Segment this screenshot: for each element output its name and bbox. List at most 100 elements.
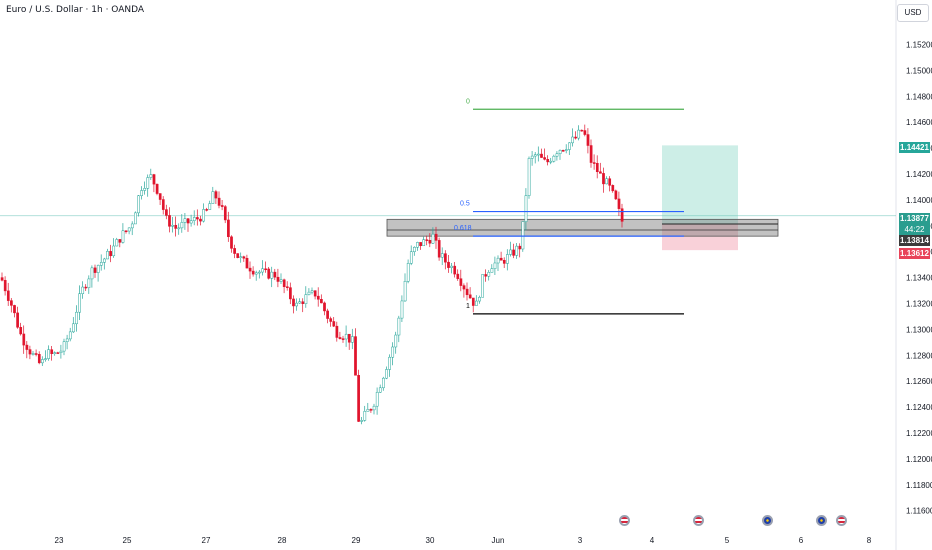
candle-body xyxy=(434,233,438,241)
candle-body xyxy=(186,218,190,224)
candle-body xyxy=(140,190,143,197)
candle-body xyxy=(577,129,581,139)
candle-body xyxy=(332,321,336,327)
fibonacci-retracement[interactable]: 0 0.5 0.618 1 xyxy=(454,98,684,315)
y-axis[interactable]: 1.152001.150001.148001.146001.144001.142… xyxy=(906,41,932,516)
candle-body xyxy=(530,155,534,159)
candle-body xyxy=(245,257,249,269)
x-tick-label: 3 xyxy=(578,536,583,545)
x-tick-label: 6 xyxy=(799,536,804,545)
candle-body xyxy=(189,220,193,224)
candle-body xyxy=(450,265,453,268)
candle-body xyxy=(99,262,103,266)
candle-body xyxy=(183,218,187,223)
candle-body xyxy=(419,242,422,247)
loss-zone[interactable] xyxy=(662,223,738,251)
candle-body xyxy=(459,278,463,286)
candle-body xyxy=(344,333,348,340)
candle-body xyxy=(313,290,317,297)
candle-body xyxy=(388,356,391,370)
candle-body xyxy=(16,312,19,328)
support-zone[interactable] xyxy=(386,218,779,237)
candle-body xyxy=(620,208,624,222)
candle-body xyxy=(549,160,553,163)
candle-body xyxy=(304,294,308,304)
candle-body xyxy=(72,323,75,333)
candle-body xyxy=(378,387,382,393)
eu-flag-icon[interactable] xyxy=(762,515,773,526)
candle-body xyxy=(487,272,491,277)
candle-body xyxy=(270,271,274,279)
candle-body xyxy=(409,251,413,264)
x-tick-label: 28 xyxy=(278,536,287,545)
candle-body xyxy=(561,150,565,152)
candle-body xyxy=(87,278,91,288)
candle-body xyxy=(363,411,367,421)
candle-body xyxy=(121,230,125,243)
fib-level-label: 0.618 xyxy=(454,225,472,232)
y-tick-label: 1.14800 xyxy=(906,92,932,101)
candle-body xyxy=(574,136,577,139)
candle-body xyxy=(50,349,54,354)
candle-body xyxy=(512,249,515,256)
y-tick-label: 1.12800 xyxy=(906,351,932,360)
candle-body xyxy=(78,293,81,313)
us-flag-icon[interactable] xyxy=(836,515,847,526)
candle-body xyxy=(323,302,326,312)
y-tick-label: 1.11600 xyxy=(906,507,932,516)
candle-body xyxy=(127,227,131,232)
candle-body xyxy=(552,155,556,162)
x-axis[interactable]: 23 25 27 28 29 30 Jun 3 4 5 6 8 xyxy=(55,536,872,545)
candle-body xyxy=(369,409,373,411)
candle-countdown: 44:22 xyxy=(899,224,930,235)
candle-body xyxy=(307,291,311,295)
us-flag-icon[interactable] xyxy=(619,515,630,526)
candle-body xyxy=(103,258,106,263)
candle-body xyxy=(580,129,584,132)
candle-body xyxy=(93,267,97,273)
candle-body xyxy=(6,290,10,301)
candle-body xyxy=(289,287,292,300)
candle-body xyxy=(208,203,212,210)
candle-body xyxy=(462,285,466,290)
candle-body xyxy=(471,297,475,306)
candle-body xyxy=(496,257,500,264)
candle-body xyxy=(320,299,323,304)
candle-body xyxy=(372,405,376,411)
candle-body xyxy=(341,338,345,340)
candle-body xyxy=(34,353,38,355)
candle-body xyxy=(47,349,50,359)
x-tick-label: 30 xyxy=(426,536,435,545)
current-price-tag: 1.13877 xyxy=(899,213,930,224)
x-tick-label: 27 xyxy=(202,536,211,545)
candle-body xyxy=(161,199,165,210)
eu-flag-icon[interactable] xyxy=(816,515,827,526)
x-tick-label: 5 xyxy=(725,536,730,545)
y-tick-label: 1.13400 xyxy=(906,274,932,283)
profit-zone[interactable] xyxy=(662,145,738,224)
y-tick-label: 1.15200 xyxy=(906,41,932,50)
candle-body xyxy=(279,279,283,282)
candle-body xyxy=(152,174,156,185)
y-tick-label: 1.12600 xyxy=(906,377,932,386)
candle-body xyxy=(375,391,379,407)
candle-body xyxy=(382,377,385,389)
candle-body xyxy=(447,261,450,268)
candle-body xyxy=(273,271,277,278)
us-flag-icon[interactable] xyxy=(693,515,704,526)
candle-body xyxy=(227,219,230,238)
candle-body xyxy=(338,337,342,339)
candle-body xyxy=(37,354,41,364)
y-tick-label: 1.14600 xyxy=(906,118,932,127)
candle-body xyxy=(239,256,243,258)
candle-body xyxy=(456,273,460,279)
candle-body xyxy=(518,245,522,250)
candle-body xyxy=(264,268,267,271)
candle-body xyxy=(130,223,134,229)
candle-body xyxy=(223,206,227,221)
position-zones[interactable] xyxy=(0,145,896,251)
x-tick-label: 29 xyxy=(352,536,361,545)
currency-button[interactable]: USD xyxy=(897,4,929,22)
candle-body xyxy=(301,301,305,304)
